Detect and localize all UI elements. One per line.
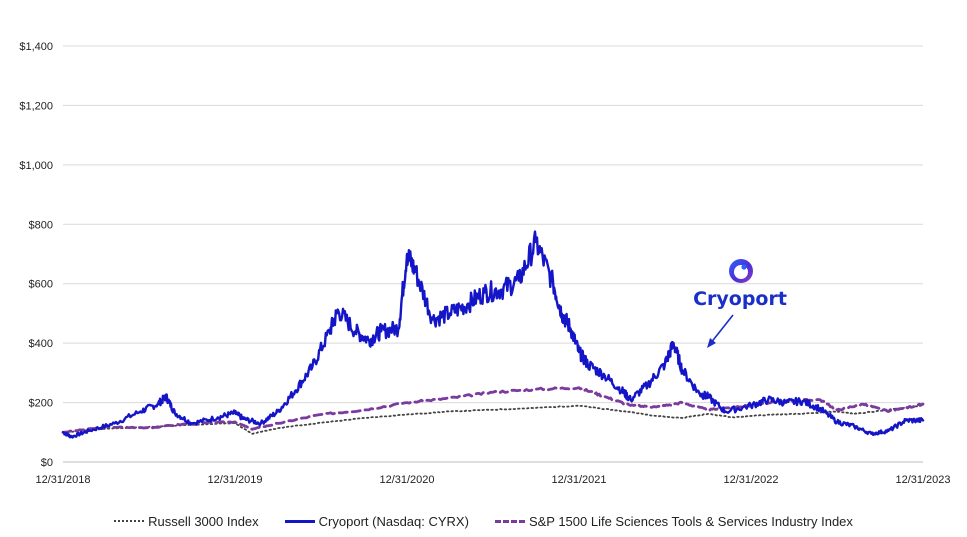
legend-swatch-dotted	[114, 520, 145, 522]
legend-item-cryoport: Cryoport (Nasdaq: CYRX)	[284, 513, 469, 529]
x-tick-label: 12/31/2022	[723, 474, 778, 486]
legend-label: Russell 3000 Index	[148, 513, 259, 529]
x-tick-label: 12/31/2021	[551, 474, 606, 486]
x-axis-ticks: 12/31/2018 12/31/2019 12/31/2020 12/31/2021…	[35, 474, 950, 486]
y-tick-label: $800	[29, 219, 53, 231]
y-tick-label: $0	[41, 457, 53, 469]
legend-swatch-solid	[284, 519, 315, 523]
legend-swatch-dashed	[494, 519, 525, 523]
y-axis-ticks: $0 $200 $400 $600 $800 $1,000 $1,200 $1,400	[19, 41, 53, 469]
arrow-icon	[707, 314, 734, 348]
series-lines	[61, 230, 925, 439]
x-tick-label: 12/31/2020	[379, 474, 434, 486]
legend-label: S&P 1500 Life Sciences Tools & Services …	[528, 513, 853, 529]
series-line-solid	[61, 230, 925, 439]
logo-text: Cryoport	[693, 288, 787, 310]
cryoport-logo: Cryoport	[693, 259, 787, 348]
legend-item-russell: Russell 3000 Index	[114, 514, 259, 529]
x-tick-label: 12/31/2023	[895, 474, 950, 486]
series-line-dotted	[62, 404, 924, 435]
x-tick-label: 12/31/2018	[35, 474, 90, 486]
x-tick-label: 12/31/2019	[207, 474, 262, 486]
gridlines	[63, 45, 923, 463]
legend-label: Cryoport (Nasdaq: CYRX)	[318, 513, 469, 529]
logo-mark-icon	[729, 259, 753, 283]
y-tick-label: $1,000	[19, 160, 53, 172]
legend: Russell 3000 Index Cryoport (Nasdaq: CYR…	[0, 510, 967, 532]
legend-item-sp1500: S&P 1500 Life Sciences Tools & Services …	[494, 513, 853, 529]
y-tick-label: $600	[29, 279, 53, 291]
y-tick-label: $1,400	[19, 41, 53, 53]
y-tick-label: $1,200	[19, 100, 53, 112]
y-tick-label: $400	[29, 338, 53, 350]
y-tick-label: $200	[29, 398, 53, 410]
